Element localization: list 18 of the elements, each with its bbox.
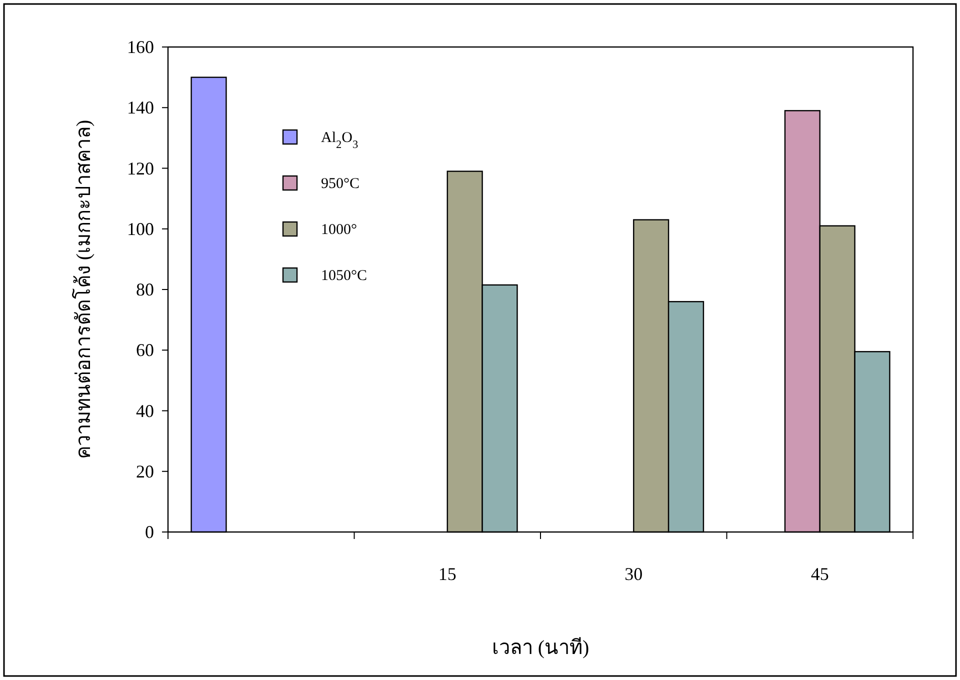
y-tick-label: 160 [127,37,154,57]
legend-label: 1050°C [321,268,368,284]
x-tick-label: 30 [624,564,643,584]
y-tick-label: 140 [127,98,154,118]
y-tick-label: 20 [136,461,154,482]
y-tick-label: 80 [136,280,154,300]
y-axis-title: ความทนต่อการดัดโค้ง (เมกกะปาสคาล) [72,120,95,460]
y-tick-label: 100 [127,218,154,239]
legend-label: Al$_{2}$O$_{3}$ [321,130,358,151]
legend-label: 1000° [321,222,357,238]
y-tick-label: 0 [145,522,154,542]
y-tick-label: 120 [127,158,154,178]
x-tick-label: 15 [438,564,456,584]
x-axis-title: เวลา (นาที) [492,637,590,659]
legend-label: 950°C [321,176,360,192]
y-tick-label: 40 [136,400,154,421]
y-tick-label: 60 [136,340,154,360]
x-tick-label: 45 [810,564,829,584]
